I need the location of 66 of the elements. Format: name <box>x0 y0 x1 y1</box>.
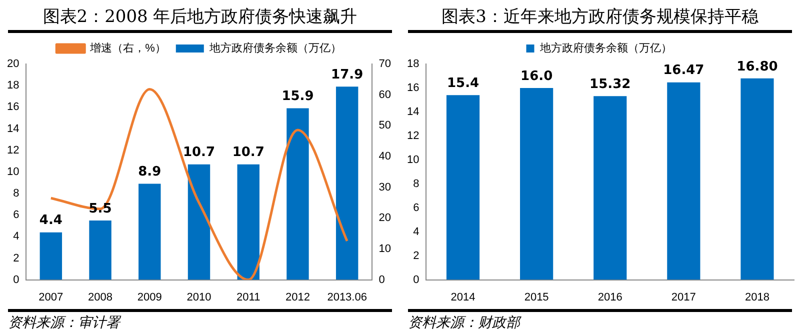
y-tick-label: 0 <box>13 274 20 286</box>
legend-label: 地方政府债务余额（万亿） <box>208 42 342 55</box>
chart-title: 图表3：近年来地方政府债务规模保持平稳 <box>408 4 792 33</box>
y2-tick-label: 70 <box>378 58 392 70</box>
x-tick-label: 2012 <box>285 291 310 304</box>
bar <box>40 232 62 280</box>
y-tick-label: 16 <box>406 82 420 94</box>
y2-tick-label: 0 <box>378 274 385 286</box>
y2-tick-label: 10 <box>378 243 392 256</box>
x-tick-label: 2013.06 <box>327 291 367 304</box>
y-tick-label: 8 <box>413 178 420 190</box>
data-label: 4.4 <box>39 213 62 228</box>
x-tick-label: 2016 <box>598 291 622 304</box>
data-label: 16.80 <box>736 59 778 74</box>
y-tick-label: 14 <box>6 122 20 135</box>
data-label: 15.9 <box>282 89 314 104</box>
y2-tick-label: 40 <box>378 150 392 163</box>
y-tick-label: 16 <box>6 101 20 114</box>
chart-title: 图表2：2008 年后地方政府债务快速飙升 <box>8 4 392 33</box>
data-label: 17.9 <box>331 68 364 83</box>
y-tick-label: 12 <box>406 130 420 142</box>
x-tick-label: 2010 <box>186 291 212 304</box>
data-label: 15.32 <box>590 77 631 92</box>
data-label: 10.7 <box>232 145 264 160</box>
y-tick-label: 20 <box>6 58 20 70</box>
y-tick-label: 4 <box>13 230 20 243</box>
text: 资料来源：审计署 <box>8 309 392 335</box>
data-label: 15.4 <box>446 76 480 92</box>
x-tick-label: 2008 <box>88 291 113 304</box>
x-tick-label: 2009 <box>137 291 162 304</box>
bar <box>89 220 112 280</box>
x-tick-label: 2011 <box>236 291 260 304</box>
y-tick-label: 10 <box>406 154 420 166</box>
y-tick-label: 18 <box>6 80 20 92</box>
y-tick-label: 18 <box>406 58 420 70</box>
data-label: 8.9 <box>138 164 162 180</box>
y-tick-label: 14 <box>406 106 420 118</box>
data-label: 16.47 <box>663 63 704 78</box>
x-tick-label: 2007 <box>38 291 64 304</box>
x-tick-label: 2014 <box>450 291 476 304</box>
y-tick-label: 8 <box>13 188 20 200</box>
legend-label: 增速（右，%） <box>89 42 166 55</box>
y2-tick-label: 20 <box>378 212 392 224</box>
x-tick-label: 2017 <box>671 291 696 304</box>
y-tick-label: 4 <box>413 226 420 238</box>
x-tick-label: 2018 <box>744 291 770 304</box>
data-label: 16.0 <box>520 68 553 84</box>
y-tick-label: 0 <box>413 274 420 286</box>
data-label: 10.7 <box>182 145 216 160</box>
y-tick-label: 2 <box>13 252 20 264</box>
bar <box>237 164 260 280</box>
bar <box>286 108 309 280</box>
text: 资料来源：财政部 <box>408 309 792 335</box>
bar <box>188 164 210 280</box>
y2-tick-label: 30 <box>378 181 392 194</box>
y-tick-label: 10 <box>6 166 20 178</box>
x-tick-label: 2015 <box>524 291 549 304</box>
legend-label: 地方政府债务余额（万亿） <box>538 42 672 55</box>
bar <box>336 86 358 280</box>
y2-tick-label: 50 <box>378 120 392 132</box>
y-tick-label: 6 <box>13 209 20 222</box>
y-tick-label: 12 <box>6 144 20 156</box>
bar <box>138 184 161 280</box>
y-tick-label: 6 <box>413 202 420 214</box>
y-tick-label: 2 <box>413 250 420 262</box>
y2-tick-label: 60 <box>378 88 392 101</box>
